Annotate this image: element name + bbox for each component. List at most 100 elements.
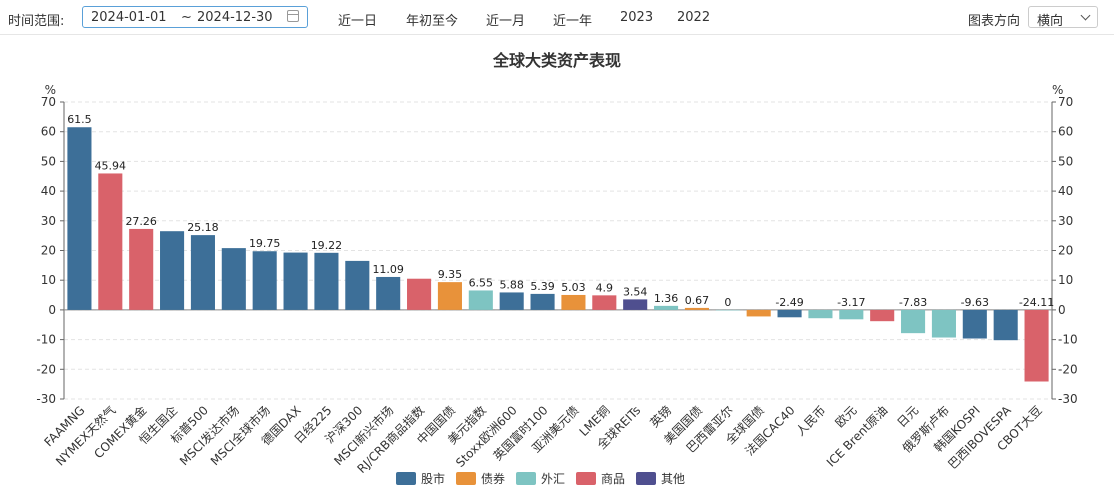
legend-label: 外汇 [541, 472, 565, 486]
bar [962, 309, 987, 339]
y-unit-left: % [45, 83, 56, 97]
toolbar-divider [0, 34, 1114, 35]
x-axis-labels: FAAMNGNYMEX天然气COMEX黄金恒生国企标普500MSCI发达市场MS… [41, 403, 1044, 476]
y-tick-label-left: 0 [48, 303, 56, 317]
data-label: 3.54 [623, 285, 648, 298]
chart-title: 全球大类资产表现 [492, 51, 621, 70]
legend-swatch [456, 472, 476, 485]
legend-label: 股市 [421, 471, 445, 486]
bar [129, 228, 154, 310]
y-tick-label-left: -20 [36, 362, 56, 376]
quick-range-2022[interactable]: 2022 [677, 10, 711, 25]
data-label: -2.49 [775, 296, 803, 309]
y-tick-label-right: 60 [1058, 125, 1073, 139]
y-tick-label-right: -10 [1058, 333, 1078, 347]
data-label: 61.5 [67, 113, 92, 126]
data-label: 1.36 [654, 292, 679, 305]
data-label: 45.94 [95, 159, 127, 172]
bar [160, 231, 185, 310]
bar [1024, 309, 1049, 382]
quick-range-1d[interactable]: 近一日 [338, 14, 378, 29]
y-tick-label-left: 20 [41, 244, 56, 258]
bar [67, 127, 92, 310]
data-label: 0 [724, 296, 731, 309]
data-label: 11.09 [372, 263, 404, 276]
legend-swatch [576, 472, 596, 485]
bar [190, 235, 215, 310]
y-tick-label-right: 20 [1058, 244, 1073, 258]
data-label: 19.75 [249, 237, 281, 250]
bar [592, 295, 617, 310]
data-label: 19.22 [311, 239, 343, 252]
y-tick-label-right: 0 [1058, 303, 1066, 317]
data-label: 0.67 [685, 294, 710, 307]
data-label: -24.11 [1019, 296, 1054, 309]
bar [468, 290, 493, 310]
bar [808, 309, 833, 319]
legend-swatch [516, 472, 536, 485]
legend-label: 债券 [481, 471, 505, 486]
y-tick-label-left: 30 [41, 214, 56, 228]
bar [221, 248, 246, 310]
y-tick-label-right: 70 [1058, 95, 1073, 109]
data-label: 25.18 [187, 221, 219, 234]
quick-range-ytd[interactable]: 年初至今 [406, 14, 459, 29]
y-tick-label-left: 70 [41, 95, 56, 109]
y-tick-label-left: 10 [41, 273, 56, 287]
x-tick-label: 欧元 [833, 403, 860, 430]
x-tick-label: 人民币 [793, 403, 828, 438]
y-tick-label-left: 40 [41, 184, 56, 198]
calendar-icon[interactable] [287, 10, 299, 22]
data-label: 6.55 [469, 276, 494, 289]
bar [252, 251, 277, 310]
start-date-input[interactable]: 2024-01-01 [91, 10, 167, 25]
data-label: 5.39 [530, 280, 555, 293]
toolbar: 时间范围: 2024-01-01 ~ 2024-12-30 近一日 年初至今 近… [0, 0, 1114, 36]
chart-direction-label: 图表方向 [968, 14, 1021, 29]
y-tick-label-left: 50 [41, 154, 56, 168]
date-range-picker[interactable]: 2024-01-01 ~ 2024-12-30 [82, 6, 308, 28]
chart-direction-select[interactable]: 横向 [1028, 6, 1098, 29]
y-tick-label-left: -10 [36, 333, 56, 347]
legend-label: 商品 [601, 471, 625, 486]
bar [901, 309, 926, 334]
bar [283, 252, 308, 310]
y-tick-label-right: 50 [1058, 154, 1073, 168]
bar [839, 309, 864, 320]
data-label: 5.03 [561, 281, 586, 294]
bar [98, 173, 123, 310]
bar [407, 278, 432, 310]
chart-direction-value: 横向 [1037, 14, 1064, 29]
bar [623, 299, 648, 310]
y-tick-label-left: -30 [36, 392, 56, 406]
quick-range-2023[interactable]: 2023 [620, 10, 654, 25]
legend-swatch [636, 472, 656, 485]
quick-range-1m[interactable]: 近一月 [486, 14, 526, 29]
bar [715, 309, 740, 311]
data-label: 5.88 [499, 278, 524, 291]
bar [746, 309, 771, 317]
legend: 股市 债券 外汇 商品 其他 [396, 471, 685, 486]
bar [777, 309, 802, 318]
bar [561, 294, 586, 310]
end-date-input[interactable]: 2024-12-30 [197, 10, 273, 25]
data-label: -3.17 [837, 296, 865, 309]
x-tick-label: 日元 [894, 403, 921, 430]
y-tick-label-right: -20 [1058, 362, 1078, 376]
bar [993, 309, 1018, 341]
data-label: -7.83 [899, 296, 927, 309]
bar [654, 305, 679, 310]
bar [530, 293, 555, 310]
bars [67, 127, 1049, 382]
y-tick-label-right: 10 [1058, 273, 1073, 287]
range-separator: ~ [181, 10, 192, 25]
quick-range-1y[interactable]: 近一年 [553, 14, 593, 29]
bar [499, 292, 524, 310]
bar [345, 260, 370, 310]
y-tick-label-left: 60 [41, 125, 56, 139]
y-unit-right: % [1052, 83, 1063, 97]
bar [376, 276, 401, 310]
data-label: -9.63 [961, 296, 989, 309]
data-labels: 61.5 45.94 27.26 25.18 19.75 19.22 11.09 9.35 6.… [67, 113, 1054, 309]
